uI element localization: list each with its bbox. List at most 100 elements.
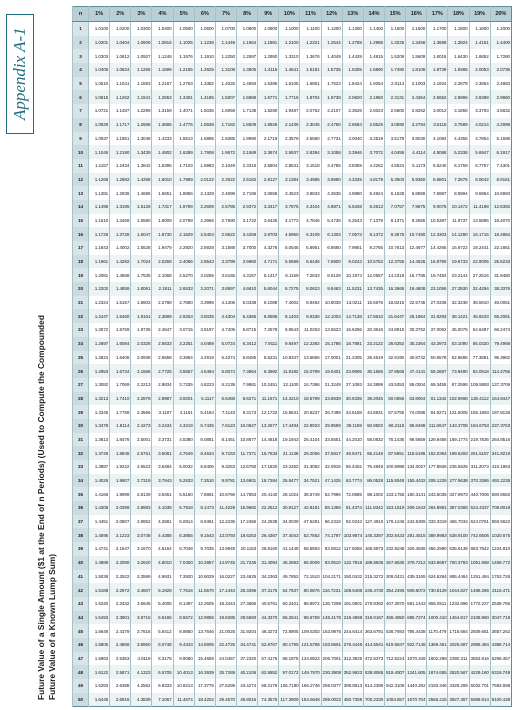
factor-cell: 9.6463	[320, 282, 343, 296]
factor-cell: 2.8398	[468, 90, 491, 105]
factor-cell: 6.4534	[193, 446, 216, 460]
factor-cell: 73.9490	[447, 364, 470, 378]
factor-cell: 1.7623	[320, 76, 343, 91]
factor-cell: 2.0789	[172, 213, 195, 228]
factor-cell: 1.3456	[405, 35, 427, 50]
factor-cell: 188.8835	[362, 555, 385, 570]
factor-cell: 4.4304	[214, 309, 237, 324]
period-cell: 36	[72, 501, 89, 515]
factor-cell: 5.5160	[172, 487, 195, 502]
factor-cell: 850.5622	[489, 514, 512, 529]
factor-cell: 1.1255	[130, 63, 152, 77]
factor-cell: 39.2045	[362, 391, 385, 406]
factor-cell: 1.5769	[109, 323, 131, 337]
factor-cell: 19.0401	[320, 364, 343, 378]
factor-cell: 216.4968	[341, 610, 364, 625]
factor-cell: 410.1863	[489, 460, 512, 474]
factor-cell: 66.2118	[383, 418, 406, 433]
table-row: 13 1.1381 1.2936 1.4685 1.6651 1.8856 2.1329 2.…	[72, 186, 512, 200]
factor-cell: 2.2879	[130, 391, 152, 406]
factor-cell: 1.1381	[87, 186, 110, 200]
column-header: 15%	[383, 6, 406, 22]
factor-cell: 5.4365	[235, 309, 258, 324]
factor-cell: 1.6058	[214, 104, 237, 118]
factor-cell: 1.7758	[109, 405, 131, 419]
factor-cell: 1.6122	[87, 665, 110, 679]
factor-cell: 1.0400	[151, 21, 174, 36]
factor-cell: 1.2763	[172, 76, 195, 91]
factor-cell: 14.9745	[214, 555, 237, 570]
factor-cell: 2.8983	[130, 501, 152, 515]
factor-cell: 8.9492	[299, 295, 322, 310]
factor-cell: 1.4889	[87, 555, 110, 570]
factor-cell: 363.6791	[362, 624, 385, 638]
factor-cell: 7.6861	[193, 487, 216, 502]
factor-cell: 155.1893	[468, 405, 491, 419]
period-cell: 16	[72, 227, 89, 241]
factor-cell: 1.8280	[257, 104, 279, 118]
table-row: 2 1.0201 1.0404 1.0609 1.0816 1.1025 1.1236 1.1…	[72, 35, 512, 50]
factor-cell: 31.4094	[257, 555, 279, 570]
factor-cell: 2.4866	[109, 637, 131, 652]
table-row: 15 1.1610 1.3459 1.5580 1.8009 2.0789 2.3966 2.…	[72, 213, 512, 228]
factor-cell: 1.3345	[87, 405, 110, 419]
factor-cell: 152.0364	[426, 446, 448, 460]
factor-cell: 52.7996	[320, 487, 343, 502]
factor-cell: 1.0303	[87, 49, 110, 64]
factor-cell: 1.8856	[172, 186, 195, 200]
factor-cell: 1.5157	[109, 295, 131, 310]
factor-cell: 42.0915	[320, 460, 343, 474]
factor-cell: 10.8677	[235, 432, 258, 447]
factor-cell: 242.6306	[405, 514, 427, 529]
factor-cell: 133.1755	[383, 487, 406, 502]
factor-cell: 276.4448	[341, 637, 364, 652]
table-row: 42 1.5188 2.2972 3.4607 5.1928 7.7616 11.5570 1…	[72, 583, 512, 597]
factor-cell: 1.6047	[130, 227, 152, 241]
factor-cell: 230.3908	[320, 665, 343, 679]
factor-cell: 1.8106	[405, 63, 427, 77]
factor-cell: 2539.765	[489, 596, 512, 611]
factor-cell: 1.5493	[87, 610, 110, 625]
factor-cell: 34.4741	[235, 637, 258, 652]
period-cell: 23	[72, 323, 89, 337]
factor-cell: 5.6165	[151, 610, 174, 625]
factor-cell: 284.8991	[426, 501, 448, 515]
factor-cell: 1.4641	[278, 63, 300, 77]
factor-cell: 2.0258	[151, 254, 174, 269]
factor-cell: 1.6852	[468, 49, 491, 64]
factor-cell: 2.4883	[489, 76, 512, 91]
factor-cell: 6.8406	[193, 460, 216, 474]
factor-cell: 4.8010	[151, 555, 174, 570]
factor-cell: 7.4002	[278, 295, 300, 310]
factor-cell: 74.3575	[257, 692, 279, 707]
factor-cell: 3.0012	[426, 104, 448, 118]
factor-cell: 132.7816	[341, 555, 364, 570]
factor-cell: 10.5752	[362, 254, 385, 269]
factor-cell: 115.8048	[383, 473, 406, 488]
factor-cell: 35.2364	[405, 336, 427, 351]
factor-cell: 130.4112	[468, 391, 491, 406]
factor-cell: 1.0816	[151, 35, 174, 50]
factor-cell: 1.2100	[278, 35, 300, 50]
table-row: 34 1.4026 1.9607 2.7319 3.7943 5.2533 7.2510 9.…	[72, 473, 512, 488]
period-cell: 41	[72, 569, 89, 584]
factor-cell: 1.0200	[109, 21, 131, 36]
period-cell: 11	[72, 158, 89, 173]
period-cell: 3	[72, 49, 89, 64]
factor-cell: 59.1356	[320, 501, 343, 515]
factor-cell: 176.1246	[383, 514, 406, 529]
factor-cell: 54.7637	[278, 583, 300, 597]
factor-cell: 6.8660	[320, 241, 343, 255]
factor-cell: 8.6231	[257, 350, 279, 365]
factor-cell: 16.0227	[214, 569, 237, 584]
factor-cell: 1.8603	[130, 295, 152, 310]
factor-cell: 1.3082	[87, 377, 110, 392]
factor-cell: 3.5081	[151, 446, 174, 460]
factor-cell: 134.9522	[299, 651, 322, 666]
factor-cell: 202.5433	[383, 528, 406, 543]
factor-cell: 5.5599	[278, 254, 300, 269]
factor-cell: 28.2056	[299, 446, 322, 460]
factor-cell: 50.0656	[383, 391, 406, 406]
factor-cell: 9.1543	[193, 528, 216, 543]
factor-cell: 7.6123	[214, 418, 237, 433]
